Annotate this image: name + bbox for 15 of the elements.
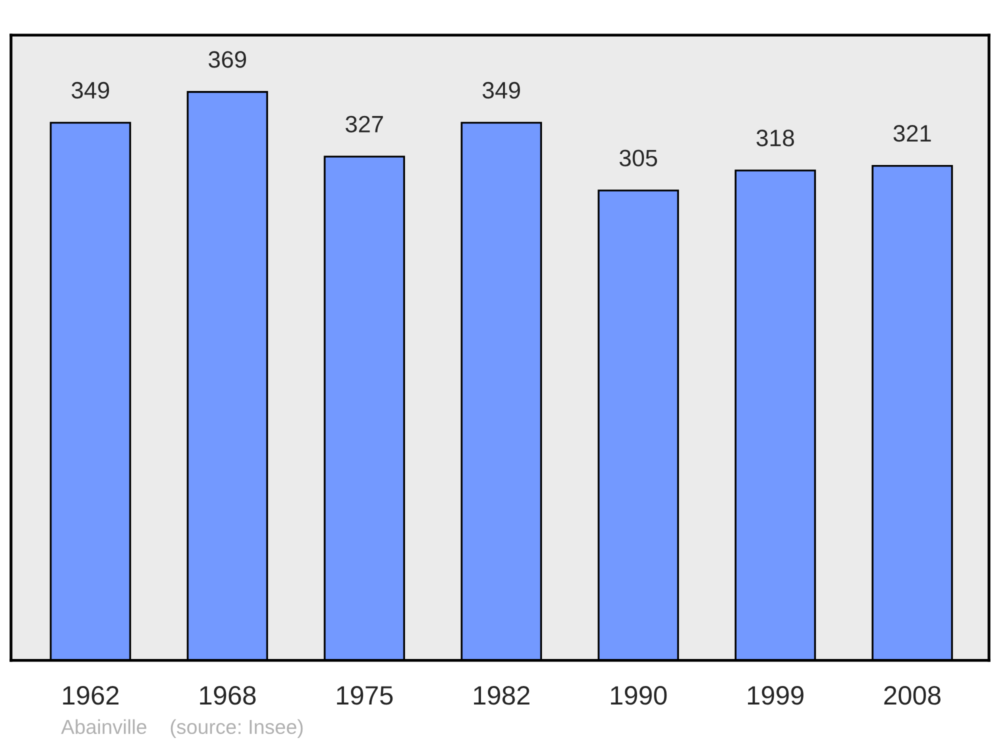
x-tick-label: 2008 <box>884 686 940 705</box>
x-tick-label: 1990 <box>611 686 667 705</box>
text: Abainville (source: Insee) <box>61 719 303 738</box>
data-label: 305 <box>620 150 658 166</box>
data-label: 321 <box>894 125 931 142</box>
data-label: 349 <box>72 82 110 99</box>
x-tick-label: 1962 <box>63 686 118 705</box>
data-label: 318 <box>756 130 794 146</box>
data-label: 369 <box>208 51 246 68</box>
data-label: 349 <box>482 82 520 99</box>
x-tick-label: 1982 <box>474 686 530 705</box>
x-tick-label: 1975 <box>337 686 393 705</box>
data-label: 327 <box>346 116 383 133</box>
x-tick-label: 1968 <box>200 686 256 705</box>
x-tick-label: 1999 <box>748 686 804 705</box>
